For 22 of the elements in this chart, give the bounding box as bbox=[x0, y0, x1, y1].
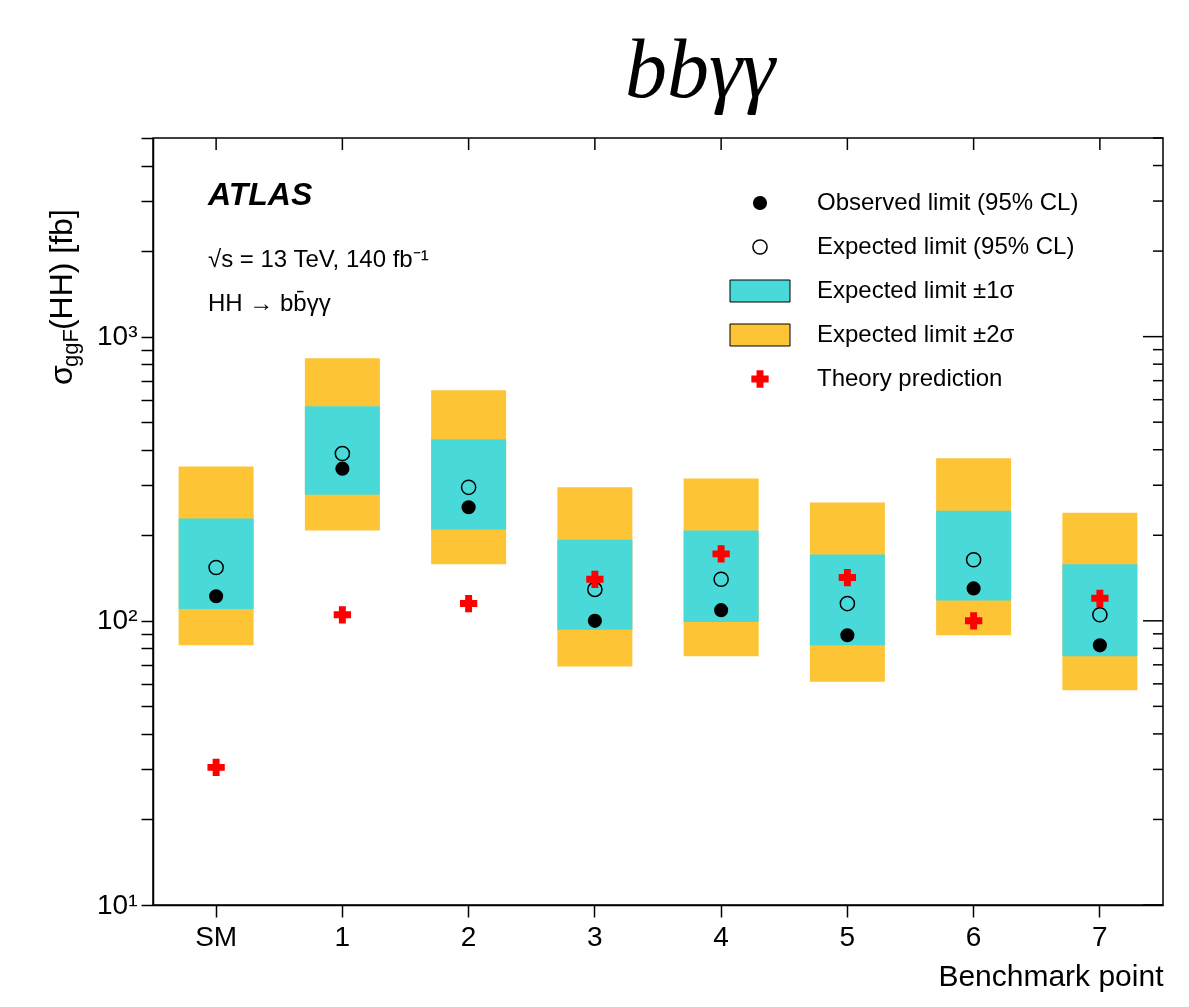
annotation: HH → bb̄γγ bbox=[208, 289, 331, 316]
x-tick-label: 2 bbox=[460, 920, 477, 952]
x-tick-label: 6 bbox=[965, 920, 982, 952]
legend-label: Expected limit ±1σ bbox=[817, 276, 1015, 303]
x-tick-label: 5 bbox=[839, 920, 856, 952]
legend-label: Expected limit (95% CL) bbox=[817, 232, 1075, 259]
x-tick-label: SM bbox=[195, 920, 238, 952]
x-tick-label: 7 bbox=[1092, 920, 1108, 952]
y-axis-title: σggF(HH) [fb] bbox=[43, 209, 83, 385]
y-tick-label: 10³ bbox=[97, 320, 138, 352]
annotation: √s = 13 TeV, 140 fb⁻¹ bbox=[208, 245, 429, 272]
x-tick-label: 3 bbox=[587, 920, 603, 952]
legend-label: Theory prediction bbox=[817, 364, 1003, 391]
x-axis-title: Benchmark point bbox=[938, 958, 1165, 992]
x-tick-label: 1 bbox=[334, 920, 351, 952]
annotation: ATLAS bbox=[207, 176, 313, 212]
y-tick-label: 10² bbox=[97, 604, 138, 636]
legend-label: Expected limit ±2σ bbox=[817, 320, 1015, 347]
x-tick-label: 4 bbox=[713, 920, 729, 952]
legend-label: Observed limit (95% CL) bbox=[817, 188, 1079, 215]
y-tick-label: 10¹ bbox=[97, 888, 138, 920]
chart-title: bbγγ bbox=[624, 22, 777, 116]
